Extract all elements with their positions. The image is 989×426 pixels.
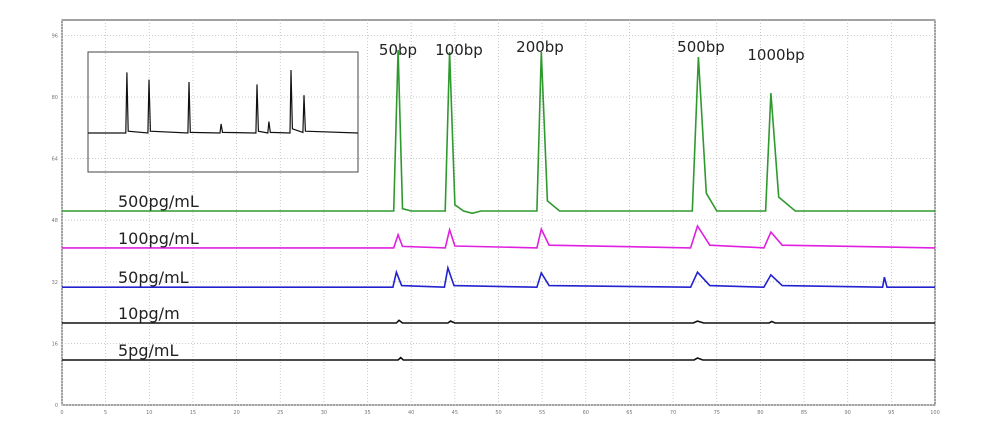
y-tick-label: 0 — [55, 403, 58, 409]
x-tick-label: 10 — [146, 410, 152, 416]
peak-label: 100bp — [435, 41, 483, 59]
x-tick-label: 95 — [888, 410, 894, 416]
x-tick-label: 25 — [277, 410, 283, 416]
x-tick-label: 5 — [104, 410, 107, 416]
x-tick-label: 65 — [626, 410, 632, 416]
x-tick-label: 70 — [670, 410, 676, 416]
x-tick-label: 40 — [408, 410, 414, 416]
y-tick-label: 96 — [52, 33, 58, 39]
trace — [62, 319, 935, 324]
trace-label: 5pg/mL — [118, 341, 178, 360]
trace — [62, 224, 936, 249]
peak-label: 1000bp — [747, 46, 804, 64]
x-tick-label: 0 — [60, 410, 63, 416]
peak-label: 50bp — [379, 41, 417, 59]
x-tick-label: 20 — [233, 410, 239, 416]
x-tick-label: 75 — [714, 410, 720, 416]
trace — [62, 264, 935, 289]
x-tick-label: 90 — [845, 410, 851, 416]
trace — [88, 69, 359, 134]
x-tick-label: 55 — [539, 410, 545, 416]
y-tick-label: 80 — [52, 95, 58, 101]
trace — [62, 49, 935, 215]
trace — [62, 356, 935, 361]
y-tick-label: 48 — [52, 218, 58, 224]
trace-label: 50pg/mL — [118, 268, 189, 287]
x-tick-label: 85 — [801, 410, 807, 416]
inset-frame — [87, 51, 359, 173]
y-tick-label: 32 — [52, 280, 58, 286]
trace-label: 100pg/mL — [118, 229, 199, 248]
trace-label: 10pg/m — [118, 304, 180, 323]
peak-label: 200bp — [516, 38, 564, 56]
inset — [87, 51, 359, 173]
x-tick-label: 80 — [757, 410, 763, 416]
x-tick-label: 50 — [495, 410, 501, 416]
x-tick-label: 45 — [452, 410, 458, 416]
y-tick-label: 64 — [52, 157, 58, 163]
x-tick-label: 30 — [321, 410, 327, 416]
peak-label: 500bp — [677, 38, 725, 56]
x-tick-label: 35 — [364, 410, 370, 416]
x-tick-label: 15 — [190, 410, 196, 416]
x-tick-label: 100 — [930, 410, 940, 416]
y-tick-label: 16 — [52, 341, 58, 347]
trace-label: 500pg/mL — [118, 192, 199, 211]
x-tick-label: 60 — [583, 410, 589, 416]
